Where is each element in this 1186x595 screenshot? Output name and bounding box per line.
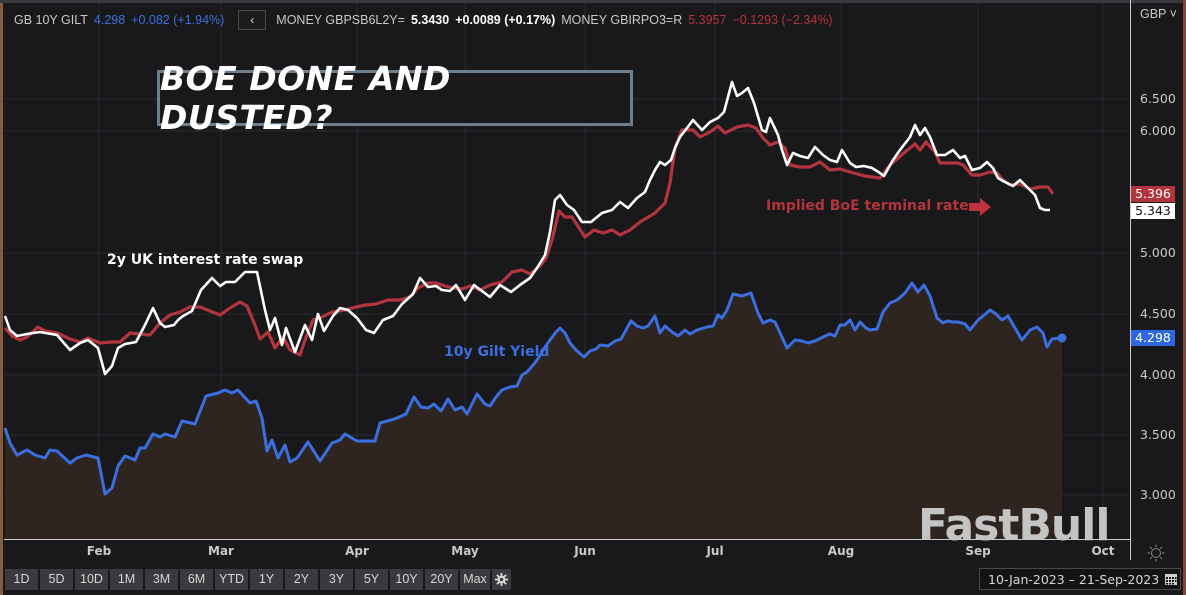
date-range-picker[interactable]: 10-Jan-2023 – 21-Sep-2023: [979, 568, 1181, 590]
y-axis-line: [1130, 0, 1131, 560]
y-tick-label: 5.000: [1140, 245, 1176, 260]
instrument-3-price: 5.3957: [688, 13, 727, 27]
collapse-legend-button[interactable]: ‹: [238, 10, 267, 30]
instrument-1-name[interactable]: GB 10Y GILT: [14, 13, 88, 27]
range-button-10y[interactable]: 10Y: [390, 569, 423, 590]
range-button-5y[interactable]: 5Y: [355, 569, 388, 590]
x-tick-label: Aug: [827, 544, 855, 558]
headline-annotation-box: BOE DONE AND DUSTED?: [157, 59, 633, 137]
instrument-1-price: 4.298: [93, 13, 126, 27]
x-tick-label: Jun: [574, 544, 596, 558]
x-tick-label: Apr: [345, 544, 369, 558]
chart-theme-sun-icon[interactable]: [1147, 544, 1165, 562]
arrow-right-icon: [969, 198, 991, 216]
x-axis-line: [4, 539, 1130, 540]
gilt-yield-line: [3, 281, 1063, 496]
x-tick-label: Sep: [965, 544, 991, 558]
y-tick-label: 6.500: [1140, 91, 1176, 106]
swap-rate-line: [3, 80, 1050, 376]
instrument-2-name[interactable]: MONEY GBPSB6L2Y=: [276, 13, 405, 27]
instrument-3-change: −0.1293 (−2.34%): [732, 13, 833, 27]
headline-title: BOE DONE AND DUSTED?: [160, 59, 451, 137]
instrument-2-change: +0.0089 (+0.17%): [455, 13, 556, 27]
range-button-5d[interactable]: 5D: [40, 569, 73, 590]
x-tick-label: May: [451, 544, 479, 558]
swap-series-label: 2y UK interest rate swap: [107, 252, 304, 268]
x-tick-label: Mar: [208, 544, 234, 558]
x-tick-label: Feb: [86, 544, 112, 558]
gilt-last-point-marker: [1057, 333, 1067, 343]
range-button-6m[interactable]: 6M: [180, 569, 213, 590]
range-settings-gear-icon[interactable]: [492, 569, 511, 590]
currency-selector[interactable]: GBP ˅: [1140, 7, 1177, 21]
time-range-toolbar: 1D 5D 10D 1M 3M 6M YTD 1Y 2Y 3Y 5Y 10Y 20Y Max: [5, 569, 511, 590]
instrument-header: GB 10Y GILT 4.298 +0.082 (+1.94%) ‹ MONE…: [0, 8, 1130, 32]
range-button-3y[interactable]: 3Y: [320, 569, 353, 590]
price-tag: 5.396: [1131, 186, 1175, 202]
y-tick-label: 3.000: [1140, 487, 1176, 502]
price-tag: 4.298: [1131, 330, 1175, 346]
instrument-1-change: +0.082 (+1.94%): [131, 13, 225, 27]
gilt-series-label: 10y Gilt Yield: [444, 344, 550, 360]
range-button-1m[interactable]: 1M: [110, 569, 143, 590]
y-tick-label: 6.000: [1140, 123, 1176, 138]
boe-series-label: Implied BoE terminal rate: [766, 198, 969, 214]
range-button-max[interactable]: Max: [460, 569, 490, 590]
y-tick-label: 3.500: [1140, 427, 1176, 442]
window-right-border: [1183, 0, 1186, 595]
x-tick-label: Oct: [1091, 544, 1115, 558]
y-tick-label: 4.500: [1140, 306, 1176, 321]
fastbull-watermark: FastBull: [918, 500, 1110, 551]
range-button-2y[interactable]: 2Y: [285, 569, 318, 590]
window-top-border: [0, 0, 1186, 3]
window-left-border: [0, 0, 3, 595]
range-button-1d[interactable]: 1D: [5, 569, 38, 590]
instrument-2-price: 5.3430: [410, 13, 450, 27]
calendar-icon[interactable]: [1165, 573, 1178, 585]
y-tick-label: 4.000: [1140, 367, 1176, 382]
instrument-3-name[interactable]: MONEY GBIRPO3=R: [561, 13, 683, 27]
date-range-text: 10-Jan-2023 – 21-Sep-2023: [988, 571, 1160, 587]
range-button-ytd[interactable]: YTD: [215, 569, 248, 590]
range-button-20y[interactable]: 20Y: [425, 569, 458, 590]
gilt-yield-area: [5, 283, 1062, 539]
range-button-1y[interactable]: 1Y: [250, 569, 283, 590]
range-button-3m[interactable]: 3M: [145, 569, 178, 590]
price-tag: 5.343: [1131, 203, 1175, 219]
range-button-10d[interactable]: 10D: [75, 569, 108, 590]
chevron-left-icon: ‹: [250, 13, 255, 27]
x-tick-label: Jul: [706, 544, 724, 558]
